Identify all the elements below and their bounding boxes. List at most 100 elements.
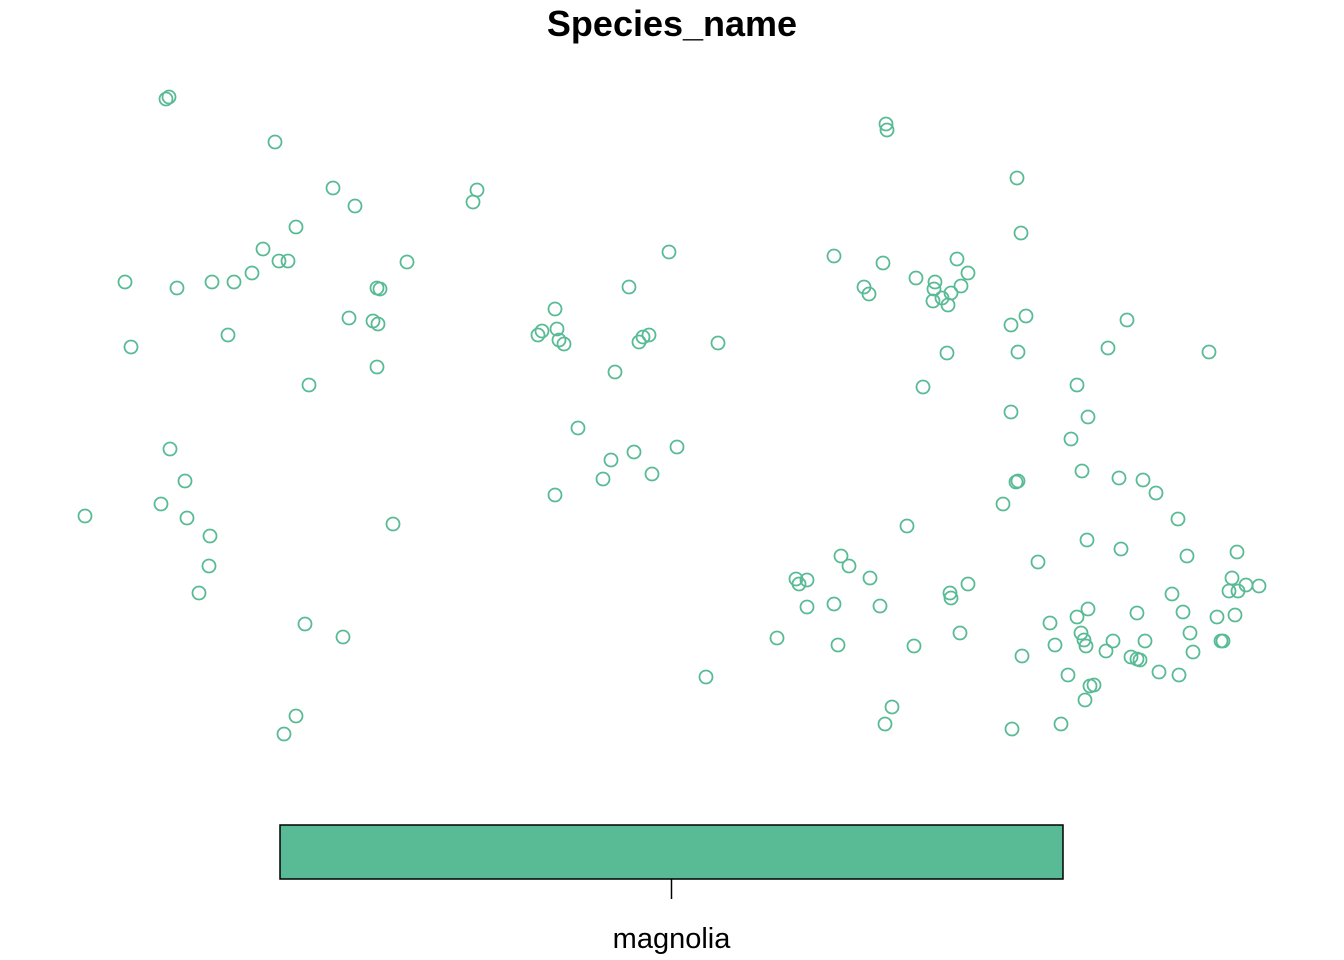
data-point <box>370 316 386 332</box>
data-point <box>271 253 287 269</box>
data-point <box>952 625 968 641</box>
data-point <box>960 576 976 592</box>
data-point <box>626 444 642 460</box>
data-point <box>220 327 236 343</box>
data-point <box>1171 667 1187 683</box>
data-point <box>325 180 341 196</box>
data-point <box>1018 308 1034 324</box>
data-point <box>1078 638 1094 654</box>
data-point <box>861 286 877 302</box>
data-point <box>607 364 623 380</box>
data-point <box>899 518 915 534</box>
data-point <box>769 630 785 646</box>
data-point <box>372 281 388 297</box>
data-point <box>385 516 401 532</box>
data-point <box>1042 615 1058 631</box>
data-point <box>1008 474 1024 490</box>
data-point <box>153 496 169 512</box>
data-point <box>1098 643 1114 659</box>
data-point <box>77 508 93 524</box>
data-point <box>908 270 924 286</box>
data-point <box>1224 570 1240 586</box>
data-point <box>826 596 842 612</box>
data-point <box>1123 649 1139 665</box>
data-point <box>1003 404 1019 420</box>
data-point <box>280 253 296 269</box>
data-point <box>547 301 563 317</box>
data-point <box>399 254 415 270</box>
data-point <box>202 528 218 544</box>
data-point <box>926 281 942 297</box>
data-point <box>123 339 139 355</box>
data-point <box>1003 317 1019 333</box>
data-point <box>641 327 657 343</box>
data-point <box>469 182 485 198</box>
data-point <box>1129 651 1145 667</box>
data-point <box>942 585 958 601</box>
data-point <box>1004 721 1020 737</box>
data-point <box>201 558 217 574</box>
data-point <box>1164 586 1180 602</box>
points-layer <box>77 89 1267 742</box>
data-point <box>644 466 660 482</box>
chart-title: Species_name <box>547 3 797 44</box>
data-point <box>297 616 313 632</box>
data-point <box>661 244 677 260</box>
data-point <box>570 420 586 436</box>
data-point <box>841 558 857 574</box>
data-point <box>1175 604 1191 620</box>
data-point <box>878 116 894 132</box>
data-point <box>169 280 185 296</box>
data-point <box>276 726 292 742</box>
data-point <box>915 379 931 395</box>
data-point <box>204 274 220 290</box>
data-point <box>255 241 271 257</box>
data-point <box>1201 344 1217 360</box>
data-point <box>1013 225 1029 241</box>
data-point <box>1151 664 1167 680</box>
data-point <box>1185 644 1201 660</box>
data-point <box>1014 648 1030 664</box>
data-point <box>1080 409 1096 425</box>
data-point <box>226 274 242 290</box>
data-point <box>551 332 567 348</box>
data-point <box>960 265 976 281</box>
data-point <box>1182 625 1198 641</box>
data-point <box>603 452 619 468</box>
data-point <box>530 327 546 343</box>
data-point <box>1179 548 1195 564</box>
data-point <box>1100 340 1116 356</box>
data-point <box>301 377 317 393</box>
data-point <box>288 708 304 724</box>
data-point <box>556 336 572 352</box>
data-point <box>1030 554 1046 570</box>
data-point <box>872 598 888 614</box>
data-point <box>710 335 726 351</box>
data-point <box>1073 625 1089 641</box>
data-point <box>158 91 174 107</box>
data-point <box>1221 583 1237 599</box>
data-point <box>830 637 846 653</box>
data-point <box>1082 678 1098 694</box>
data-point <box>369 359 385 375</box>
data-point <box>1227 607 1243 623</box>
data-point <box>465 194 481 210</box>
legend: magnolia <box>279 824 1064 955</box>
data-point <box>1076 632 1092 648</box>
data-point <box>875 255 891 271</box>
data-point <box>595 471 611 487</box>
data-point <box>1111 470 1127 486</box>
data-point <box>1148 485 1164 501</box>
data-point <box>1113 541 1129 557</box>
legend-label: magnolia <box>613 923 732 955</box>
data-point <box>162 441 178 457</box>
data-point <box>1105 633 1121 649</box>
data-point <box>669 439 685 455</box>
data-point <box>1047 637 1063 653</box>
data-point <box>884 699 900 715</box>
data-point <box>939 345 955 361</box>
data-point <box>1074 463 1090 479</box>
data-point <box>1010 344 1026 360</box>
data-point <box>953 278 969 294</box>
data-point <box>267 134 283 150</box>
